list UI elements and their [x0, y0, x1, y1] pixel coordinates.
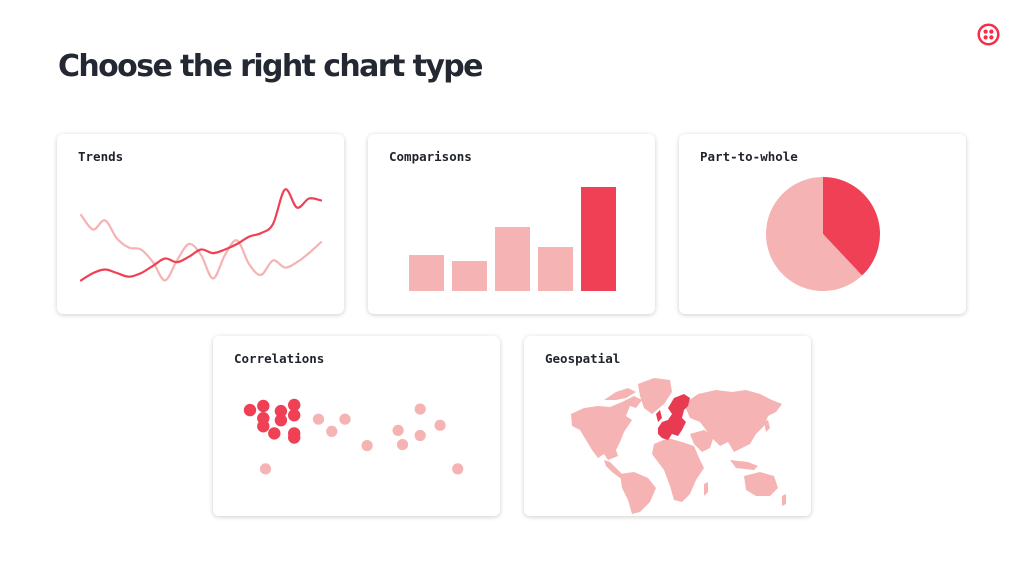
map-region-arctic: [604, 388, 636, 400]
scatter-point-2: [257, 399, 270, 413]
scatter-point-9: [268, 427, 281, 440]
map-region-indonesia: [730, 460, 758, 470]
pie-slice-2: [765, 177, 863, 291]
map-region-africa: [652, 438, 704, 502]
correlations-label: Correlations: [234, 351, 325, 366]
geospatial-card: Geospatial: [524, 336, 811, 516]
map-region-australia: [744, 472, 778, 496]
geospatial-label: Geospatial: [545, 351, 621, 366]
trend-series-line-1: [79, 188, 323, 282]
scatter-point-3: [274, 404, 288, 418]
map-region-greenland: [638, 378, 672, 414]
scatter-point-22: [452, 463, 464, 475]
scatter-point-1: [243, 403, 257, 417]
scatter-point-15: [361, 440, 373, 452]
world-map: [571, 378, 786, 514]
comparisons-card: Comparisons: [368, 134, 655, 314]
correlations-card: Correlations: [213, 336, 500, 516]
bar-2: [452, 261, 487, 291]
map-region-asia: [684, 390, 782, 452]
pie-slice-1: [823, 177, 880, 276]
scatter-point-21: [259, 463, 272, 475]
map-region-middle-east: [690, 430, 714, 452]
scatter-point-11: [288, 431, 301, 444]
scatter-point-19: [414, 429, 426, 442]
scatter-point-16: [392, 424, 404, 436]
bar-1: [409, 255, 444, 291]
scatter-point-6: [274, 414, 288, 427]
scatter-point-18: [434, 419, 446, 431]
scatter-point-7: [288, 409, 301, 422]
scatter-point-8: [257, 420, 270, 433]
trends-card: Trends: [57, 134, 344, 314]
correlations-scatter-chart: [243, 398, 464, 475]
trends-line-chart: [79, 188, 323, 282]
twilio-logo-icon: [977, 23, 1000, 46]
scatter-point-17: [414, 403, 426, 415]
map-region-japan: [764, 420, 770, 432]
map-region-europe-highlight: [656, 394, 690, 440]
map-region-south-america: [620, 472, 656, 514]
trends-label: Trends: [78, 149, 124, 164]
map-region-britain: [656, 410, 662, 422]
scatter-point-4: [288, 398, 301, 412]
page-title: Choose the right chart type: [58, 49, 484, 84]
part-to-whole-card: Part-to-whole: [679, 134, 966, 314]
comparisons-label: Comparisons: [389, 149, 472, 164]
scatter-point-14: [326, 425, 338, 437]
map-region-central-america: [604, 460, 624, 478]
scatter-point-13: [339, 413, 351, 425]
map-region-north-america: [571, 396, 642, 460]
world-map-land: [571, 378, 786, 514]
scatter-point-12: [312, 413, 325, 425]
scatter-point-20: [396, 439, 409, 451]
bar-4: [538, 247, 573, 291]
comparisons-bar-chart: [409, 187, 616, 291]
trend-series-line-2: [79, 213, 323, 282]
part-to-whole-label: Part-to-whole: [700, 149, 798, 164]
map-region-europe: [658, 394, 690, 440]
map-region-madagascar: [704, 482, 708, 496]
map-region-new-zealand: [782, 494, 786, 506]
part-to-whole-pie-chart: [765, 177, 880, 291]
bar-3: [495, 227, 530, 291]
bar-5: [581, 187, 616, 291]
